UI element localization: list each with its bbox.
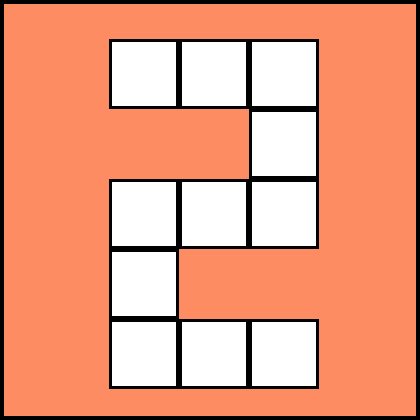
glyph-cell-r2-c0 — [109, 179, 179, 249]
glyph-cell-r4-c0 — [109, 319, 179, 389]
digit-two-glyph — [109, 39, 319, 389]
glyph-cell-r2-c2 — [249, 179, 319, 249]
glyph-cell-r0-c0 — [109, 39, 179, 109]
glyph-cell-r3-c0 — [109, 249, 179, 319]
glyph-cell-r2-c1 — [179, 179, 249, 249]
glyph-cell-r0-c1 — [179, 39, 249, 109]
glyph-cell-r1-c2 — [249, 109, 319, 179]
glyph-cell-r4-c2 — [249, 319, 319, 389]
glyph-cell-r0-c2 — [249, 39, 319, 109]
glyph-cell-r4-c1 — [179, 319, 249, 389]
